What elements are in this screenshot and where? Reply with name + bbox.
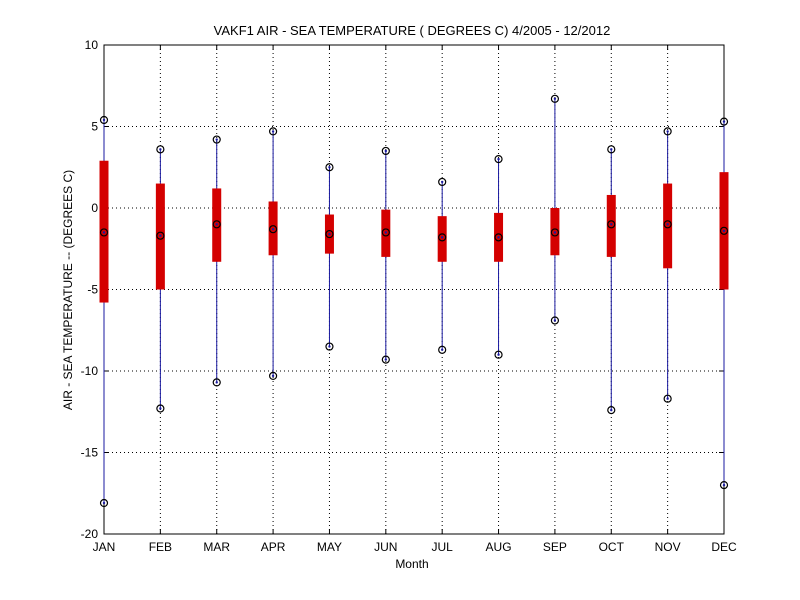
max-marker-nov [663, 127, 672, 136]
y-tick-label: 10 [85, 38, 99, 52]
box-nov [663, 183, 673, 269]
min-marker-jan [99, 498, 109, 508]
max-marker-jul [438, 177, 447, 187]
y-axis-label: AIR - SEA TEMPERATURE -- (DEGREES C) [61, 170, 75, 410]
min-marker-mar [212, 378, 221, 387]
max-marker-dec [719, 117, 729, 126]
x-tick-label: MAY [317, 540, 342, 554]
y-tick-label: 5 [91, 120, 98, 134]
min-marker-oct [607, 406, 616, 415]
max-dot-apr [271, 130, 275, 133]
x-tick-label: SEP [543, 540, 567, 554]
median-dot-jan [102, 231, 106, 234]
box-jul [437, 216, 447, 262]
median-dot-jul [440, 236, 444, 239]
min-marker-sep [550, 316, 560, 325]
min-marker-nov [663, 394, 672, 403]
min-dot-sep [553, 319, 557, 322]
median-dot-sep [553, 231, 557, 234]
median-marker-jul [438, 233, 447, 242]
median-marker-mar [212, 220, 221, 229]
min-dot-apr [271, 374, 275, 378]
median-marker-aug [494, 233, 503, 242]
plot-area: -20 -15 -10 -5 0 5 10 JAN FEB MAR APR MAY JUN JUL AUG S… [81, 38, 737, 554]
max-marker-may [325, 163, 334, 172]
x-tick-label: MAR [203, 540, 230, 554]
x-tick-label: JUL [432, 540, 454, 554]
max-dot-jan [102, 118, 106, 122]
max-dot-nov [666, 130, 669, 133]
max-dot-jun [384, 149, 388, 153]
max-dot-may [328, 166, 331, 169]
y-tick-label: -5 [87, 283, 98, 297]
median-dot-oct [610, 223, 613, 226]
x-tick-label: JAN [93, 540, 116, 554]
min-dot-jul [440, 348, 444, 352]
min-dot-feb [159, 407, 162, 410]
median-marker-apr [268, 225, 278, 234]
median-marker-may [325, 229, 334, 239]
min-marker-feb [156, 404, 165, 413]
median-dot-aug [497, 236, 500, 239]
median-marker-nov [663, 220, 672, 229]
min-marker-aug [494, 350, 503, 359]
min-dot-jun [384, 358, 388, 361]
median-marker-dec [719, 226, 729, 235]
min-marker-dec [719, 481, 729, 490]
x-tick-label: JUN [374, 540, 397, 554]
max-dot-sep [553, 97, 557, 100]
median-marker-feb [156, 231, 165, 240]
max-marker-feb [156, 145, 165, 154]
min-dot-jan [102, 501, 106, 505]
median-marker-jun [381, 228, 390, 237]
y-tick-label: 0 [91, 201, 98, 215]
max-marker-mar [212, 135, 221, 144]
median-dot-dec [722, 229, 726, 233]
min-marker-jun [381, 355, 390, 364]
x-tick-label: AUG [486, 540, 512, 554]
min-dot-mar [215, 381, 218, 384]
max-marker-aug [494, 155, 503, 164]
median-dot-nov [666, 223, 669, 226]
median-marker-oct [607, 220, 616, 229]
min-dot-may [328, 345, 331, 348]
x-tick-label: APR [261, 540, 286, 554]
max-dot-feb [159, 148, 162, 151]
x-tick-label: NOV [655, 540, 681, 554]
y-tick-label: -10 [81, 364, 99, 378]
median-dot-jun [384, 231, 388, 234]
min-dot-oct [610, 408, 613, 412]
median-dot-apr [271, 227, 275, 231]
y-tick-label: -20 [81, 527, 99, 541]
max-dot-jul [440, 180, 444, 184]
x-tick-label: FEB [149, 540, 172, 554]
min-dot-aug [497, 353, 500, 356]
y-tick-label: -15 [81, 446, 99, 460]
median-marker-jan [99, 228, 109, 237]
median-dot-may [328, 232, 331, 236]
max-dot-aug [497, 157, 500, 161]
max-dot-mar [215, 138, 218, 141]
max-dot-oct [610, 148, 613, 151]
box-oct [606, 194, 616, 257]
x-tick-label: OCT [599, 540, 625, 554]
chart-title: VAKF1 AIR - SEA TEMPERATURE ( DEGREES C)… [214, 23, 611, 38]
min-dot-dec [722, 483, 726, 487]
max-marker-apr [268, 127, 278, 136]
min-marker-apr [268, 371, 278, 380]
min-marker-may [325, 342, 334, 351]
max-marker-jan [99, 115, 109, 125]
median-dot-feb [159, 234, 162, 237]
max-marker-sep [550, 94, 560, 103]
max-marker-jun [381, 146, 390, 156]
median-dot-mar [215, 223, 218, 226]
max-dot-dec [722, 120, 726, 123]
x-axis-label: Month [395, 557, 428, 571]
x-tick-label: DEC [711, 540, 737, 554]
min-marker-jul [438, 345, 447, 354]
max-marker-oct [607, 145, 616, 154]
median-marker-sep [550, 228, 560, 237]
min-dot-nov [666, 397, 669, 400]
